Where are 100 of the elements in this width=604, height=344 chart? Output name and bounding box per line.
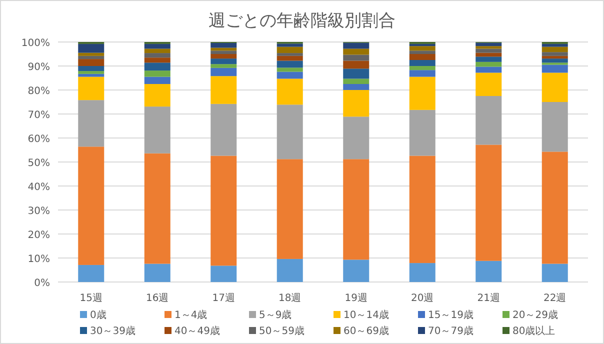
bar <box>476 62 502 67</box>
bar <box>476 260 502 282</box>
y-tick-label: 50% <box>28 158 50 169</box>
legend-label: 20～29歳 <box>512 309 558 321</box>
bar <box>343 90 370 117</box>
bar <box>210 50 237 54</box>
legend-label: 70～79歳 <box>428 325 474 337</box>
bar <box>476 48 502 53</box>
bar <box>409 46 436 51</box>
bar <box>210 156 237 266</box>
bar <box>144 44 170 49</box>
bar <box>276 104 303 160</box>
bar <box>78 264 104 282</box>
bar <box>144 76 170 84</box>
bar <box>276 159 303 259</box>
bar <box>78 146 104 265</box>
bar <box>210 76 237 104</box>
bar <box>210 42 237 48</box>
bar <box>476 144 502 261</box>
bar <box>542 56 568 59</box>
bar <box>343 48 370 55</box>
bar <box>542 152 568 264</box>
bar <box>343 78 370 84</box>
bar <box>276 44 303 47</box>
y-tick-label: 70% <box>28 110 50 121</box>
bar <box>409 156 436 264</box>
bar <box>409 60 436 66</box>
bar <box>144 48 170 54</box>
bar <box>409 263 436 282</box>
x-tick-label: 19週 <box>344 293 368 304</box>
legend-label: 10～14歳 <box>344 309 389 321</box>
x-tick-label: 15週 <box>80 293 102 304</box>
bar <box>276 68 303 72</box>
bar <box>144 153 170 264</box>
bar <box>144 264 170 282</box>
bar <box>343 260 370 282</box>
y-tick-label: 30% <box>28 206 50 217</box>
y-tick-label: 90% <box>28 62 50 73</box>
y-tick-label: 100% <box>21 38 50 49</box>
bar <box>542 64 568 73</box>
legend-label: 50～59歳 <box>259 325 304 337</box>
bar <box>409 54 436 60</box>
legend-label: 1～4歳 <box>174 309 208 321</box>
legend-label: 60～69歳 <box>344 325 389 337</box>
bar <box>276 56 303 61</box>
legend-label: 40～49歳 <box>174 325 220 337</box>
bar <box>343 60 370 69</box>
bar <box>409 66 436 70</box>
bar <box>144 53 170 58</box>
bar <box>542 264 568 282</box>
x-tick-label: 22週 <box>544 293 566 304</box>
bar <box>476 42 502 46</box>
bar <box>78 71 104 74</box>
bar <box>409 110 436 156</box>
bar <box>210 54 237 59</box>
x-tick-label: 17週 <box>212 293 235 304</box>
bar <box>78 52 104 56</box>
y-tick-label: 0% <box>34 278 50 289</box>
y-tick-label: 40% <box>28 182 50 193</box>
bar <box>542 72 568 102</box>
bar <box>210 68 237 76</box>
legend-label: 15～19歳 <box>428 309 474 321</box>
bar <box>144 84 170 107</box>
bar <box>276 72 303 79</box>
x-tick-label: 21週 <box>477 293 500 304</box>
bar <box>276 78 303 105</box>
bar <box>542 102 568 152</box>
y-tick-label: 60% <box>28 134 50 145</box>
bar <box>343 159 370 260</box>
bar <box>343 68 370 79</box>
legend-label: 80歳以上 <box>512 325 556 337</box>
bar <box>476 96 502 145</box>
bar <box>476 52 502 57</box>
bar <box>409 50 436 54</box>
bar <box>78 66 104 72</box>
bar <box>78 74 104 77</box>
legend-label: 30～39歳 <box>90 325 136 337</box>
bar <box>476 66 502 73</box>
y-tick-label: 20% <box>28 230 50 241</box>
bar <box>343 116 370 160</box>
bar <box>542 52 568 56</box>
bar <box>343 84 370 90</box>
legend-label: 0歳 <box>90 309 106 321</box>
bar <box>409 76 436 110</box>
bar <box>409 70 436 77</box>
bar <box>276 46 303 54</box>
x-tick-label: 20週 <box>411 293 434 304</box>
bar <box>542 46 568 52</box>
bar <box>276 258 303 282</box>
bar <box>78 100 104 147</box>
bar <box>78 59 104 66</box>
bar <box>343 54 370 61</box>
bar <box>276 53 303 56</box>
bar <box>542 58 568 63</box>
bar <box>210 104 237 156</box>
legend-label: 5～9歳 <box>259 309 292 321</box>
bar <box>144 58 170 63</box>
bar <box>144 106 170 154</box>
bar <box>343 42 370 49</box>
bar <box>476 46 502 49</box>
